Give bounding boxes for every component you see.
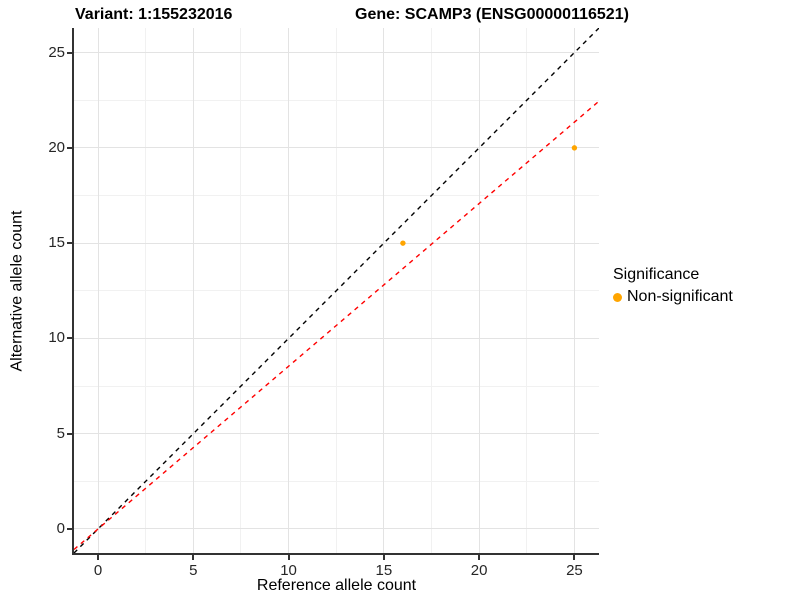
x-tick-mark — [287, 555, 290, 560]
plot-title-variant: Variant: 1:155232016 — [75, 6, 233, 23]
x-tick-label: 10 — [280, 562, 297, 579]
grid-major-y — [74, 147, 599, 149]
identity-line — [74, 28, 599, 553]
chart-canvas — [74, 28, 599, 553]
grid-major-y — [74, 528, 599, 530]
grid-major-x — [478, 28, 480, 553]
grid-major-y — [74, 337, 599, 339]
data-point — [571, 145, 578, 151]
legend-item-label: Non-significant — [627, 288, 733, 305]
y-tick-mark — [67, 527, 72, 530]
grid-major-x — [97, 28, 99, 553]
x-axis-title: Reference allele count — [256, 577, 417, 594]
x-tick-mark — [97, 555, 99, 560]
y-tick-mark — [67, 337, 72, 340]
plot-title-gene: Gene: SCAMP3 (ENSG00000116521) — [355, 6, 629, 23]
legend-title: Significance — [613, 266, 700, 283]
x-tick-mark — [192, 555, 195, 560]
x-tick-label: 5 — [189, 562, 198, 579]
grid-minor-y — [74, 195, 599, 196]
grid-minor-y — [74, 99, 599, 101]
grid-minor-y — [74, 385, 599, 387]
x-tick-mark — [478, 555, 481, 560]
x-axis-line — [72, 553, 599, 555]
y-tick-label: 25 — [48, 43, 65, 61]
grid-major-y — [74, 242, 599, 244]
y-axis-title: Alternative allele count — [8, 210, 26, 372]
x-tick-mark — [382, 555, 385, 560]
non-significant-point-icon — [613, 292, 622, 302]
grid-major-x — [383, 28, 385, 553]
x-tick-label: 20 — [470, 562, 488, 579]
grid-major-x — [192, 28, 194, 553]
y-tick-label: 5 — [56, 424, 65, 442]
y-tick-mark — [67, 146, 72, 149]
y-tick-label: 0 — [56, 519, 65, 537]
grid-major-y — [74, 52, 599, 54]
y-tick-mark — [67, 432, 72, 435]
y-axis-line — [72, 28, 74, 555]
x-tick-mark — [573, 555, 576, 560]
plot-panel: 0 5 10 15 20 25 0 5 10 15 20 25 — [48, 28, 599, 579]
grid-major-y — [74, 433, 599, 435]
y-tick-mark — [67, 51, 72, 54]
x-tick-label: 0 — [93, 562, 103, 579]
data-point — [400, 240, 406, 246]
plot-area — [74, 28, 599, 553]
legend: Significance Non-significant — [613, 266, 733, 306]
y-tick-label: 20 — [48, 138, 65, 156]
grid-minor-y — [74, 480, 599, 482]
grid-major-x — [573, 28, 575, 553]
y-tick-label: 15 — [48, 234, 65, 252]
y-tick-mark — [67, 242, 72, 245]
x-tick-label: 25 — [566, 562, 583, 579]
y-tick-label: 10 — [48, 329, 65, 347]
legend-item-non-significant: Non-significant — [613, 288, 733, 306]
grid-major-x — [288, 28, 290, 553]
expected-ratio-line — [74, 100, 599, 551]
x-tick-label: 15 — [375, 562, 393, 579]
